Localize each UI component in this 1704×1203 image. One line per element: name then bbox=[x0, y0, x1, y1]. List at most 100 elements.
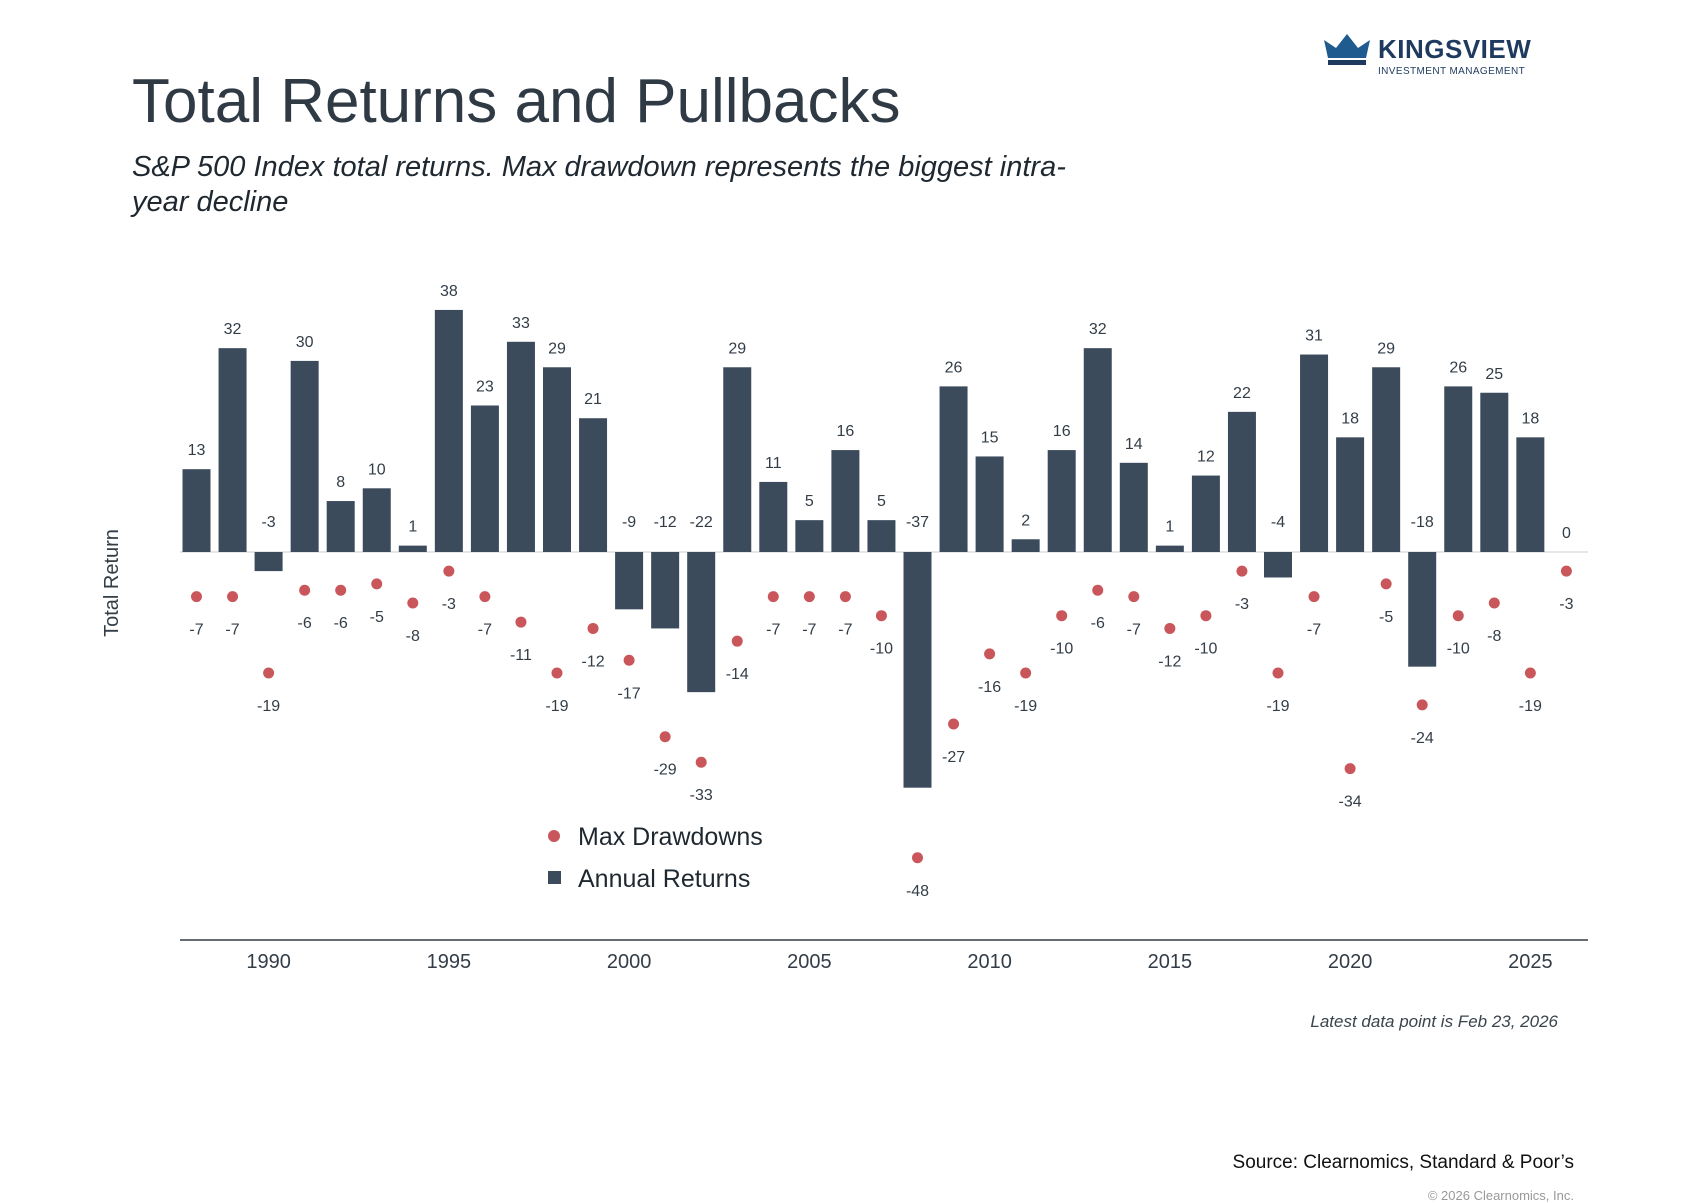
annual-return-bar bbox=[1191, 475, 1220, 552]
max-drawdown-point bbox=[659, 731, 671, 743]
max-drawdown-label: -29 bbox=[654, 762, 677, 779]
max-drawdown-label: -19 bbox=[545, 698, 568, 715]
max-drawdown-label: -19 bbox=[1014, 698, 1037, 715]
max-drawdown-point bbox=[948, 718, 960, 730]
annual-return-label: 33 bbox=[512, 315, 530, 332]
max-drawdown-label: -7 bbox=[189, 622, 203, 639]
x-tick-label: 2025 bbox=[1508, 951, 1553, 973]
max-drawdown-point bbox=[731, 635, 743, 647]
max-drawdown-point bbox=[1308, 591, 1320, 603]
max-drawdown-point bbox=[1452, 610, 1464, 622]
max-drawdown-point bbox=[1416, 699, 1428, 711]
annual-return-label: -37 bbox=[906, 514, 929, 531]
max-drawdown-point bbox=[191, 591, 202, 603]
x-tick-label: 2010 bbox=[967, 951, 1012, 973]
y-axis-label: Total Return bbox=[101, 529, 123, 637]
max-drawdown-point bbox=[1524, 667, 1536, 679]
max-drawdown-point bbox=[1236, 565, 1248, 577]
annual-return-bar bbox=[615, 552, 644, 610]
max-drawdown-label: -10 bbox=[1447, 641, 1470, 658]
annual-return-label: 25 bbox=[1485, 366, 1503, 383]
max-drawdown-label: -12 bbox=[1158, 653, 1181, 670]
max-drawdown-label: -16 bbox=[978, 679, 1001, 696]
annual-return-label: 22 bbox=[1233, 385, 1251, 402]
max-drawdown-point bbox=[407, 597, 419, 609]
annual-return-label: -3 bbox=[261, 514, 275, 531]
annual-return-bar bbox=[723, 367, 752, 552]
max-drawdown-label: -7 bbox=[766, 622, 780, 639]
max-drawdown-point bbox=[1164, 622, 1176, 634]
max-drawdown-point bbox=[839, 591, 851, 603]
max-drawdown-label: -48 bbox=[906, 883, 929, 900]
annual-return-bar bbox=[1264, 552, 1292, 578]
brand-tagline: INVESTMENT MANAGEMENT bbox=[1378, 66, 1526, 77]
annual-return-label: -9 bbox=[622, 514, 636, 531]
annual-return-bar bbox=[1047, 450, 1076, 552]
annual-return-label: 32 bbox=[1089, 321, 1107, 338]
annual-return-label: 26 bbox=[1449, 359, 1467, 376]
annual-return-bar bbox=[398, 545, 427, 552]
x-tick-label: 2000 bbox=[607, 951, 652, 973]
annual-return-bar bbox=[506, 341, 535, 552]
max-drawdown-point bbox=[695, 756, 707, 768]
annual-return-bar bbox=[1444, 386, 1473, 552]
max-drawdown-point bbox=[1488, 597, 1500, 609]
legend-returns-label: Annual Returns bbox=[578, 865, 750, 893]
max-drawdown-point bbox=[263, 667, 275, 679]
max-drawdown-label: -7 bbox=[838, 622, 852, 639]
max-drawdown-point bbox=[803, 591, 815, 603]
annual-return-bar bbox=[1408, 552, 1437, 667]
annual-return-bar bbox=[290, 360, 319, 552]
annual-return-bar bbox=[795, 520, 824, 552]
crown-icon bbox=[1324, 34, 1370, 65]
max-drawdown-point bbox=[587, 622, 599, 634]
max-drawdown-label: -24 bbox=[1411, 730, 1434, 747]
annual-return-label: 14 bbox=[1125, 436, 1143, 453]
annual-return-bar bbox=[1155, 545, 1184, 552]
max-drawdown-label: -8 bbox=[406, 628, 420, 645]
annual-return-bar bbox=[687, 552, 716, 693]
annual-return-bar bbox=[1336, 437, 1365, 552]
annual-return-bar bbox=[470, 405, 499, 552]
annual-return-label: 8 bbox=[336, 474, 345, 491]
annual-return-bar bbox=[1516, 437, 1545, 552]
page-subtitle: S&P 500 Index total returns. Max drawdow… bbox=[132, 151, 1066, 218]
legend-drawdown-label: Max Drawdowns bbox=[578, 823, 763, 851]
max-drawdown-label: -10 bbox=[1194, 641, 1217, 658]
annual-return-bar bbox=[254, 552, 283, 572]
annual-return-bar bbox=[218, 348, 247, 552]
max-drawdown-point bbox=[875, 610, 887, 622]
max-drawdown-label: -5 bbox=[1379, 609, 1393, 626]
annual-return-label: 5 bbox=[877, 493, 886, 510]
annual-return-label: 21 bbox=[584, 391, 602, 408]
annual-return-label: 29 bbox=[548, 340, 566, 357]
annual-return-label: -4 bbox=[1271, 514, 1285, 531]
annual-return-label: 16 bbox=[1053, 423, 1071, 440]
max-drawdown-label: -6 bbox=[298, 615, 312, 632]
max-drawdown-label: -33 bbox=[690, 787, 713, 804]
annual-return-label: 18 bbox=[1341, 410, 1359, 427]
annual-return-label: 29 bbox=[728, 340, 746, 357]
annual-return-label: 5 bbox=[805, 493, 814, 510]
max-drawdown-point bbox=[1020, 667, 1032, 679]
max-drawdown-label: -19 bbox=[257, 698, 280, 715]
annual-return-label: 15 bbox=[981, 429, 999, 446]
x-tick-label: 1995 bbox=[427, 951, 472, 973]
max-drawdown-point bbox=[443, 565, 455, 577]
max-drawdown-point bbox=[551, 667, 563, 679]
annual-return-bar bbox=[1372, 367, 1401, 552]
max-drawdown-label: -27 bbox=[942, 749, 965, 766]
annual-return-bar bbox=[434, 309, 463, 552]
annual-return-bar bbox=[1300, 354, 1329, 552]
annual-return-label: 0 bbox=[1562, 525, 1571, 542]
annual-return-bar bbox=[1227, 411, 1256, 552]
annual-return-bar bbox=[543, 367, 571, 552]
annual-return-bar bbox=[651, 552, 680, 629]
max-drawdown-point bbox=[1056, 610, 1068, 622]
annual-return-label: 1 bbox=[1165, 519, 1174, 536]
annual-return-bar bbox=[1011, 539, 1040, 552]
max-drawdown-point bbox=[1344, 763, 1356, 775]
max-drawdown-label: -7 bbox=[1127, 622, 1141, 639]
max-drawdown-point bbox=[479, 591, 491, 603]
max-drawdown-label: -7 bbox=[478, 622, 492, 639]
